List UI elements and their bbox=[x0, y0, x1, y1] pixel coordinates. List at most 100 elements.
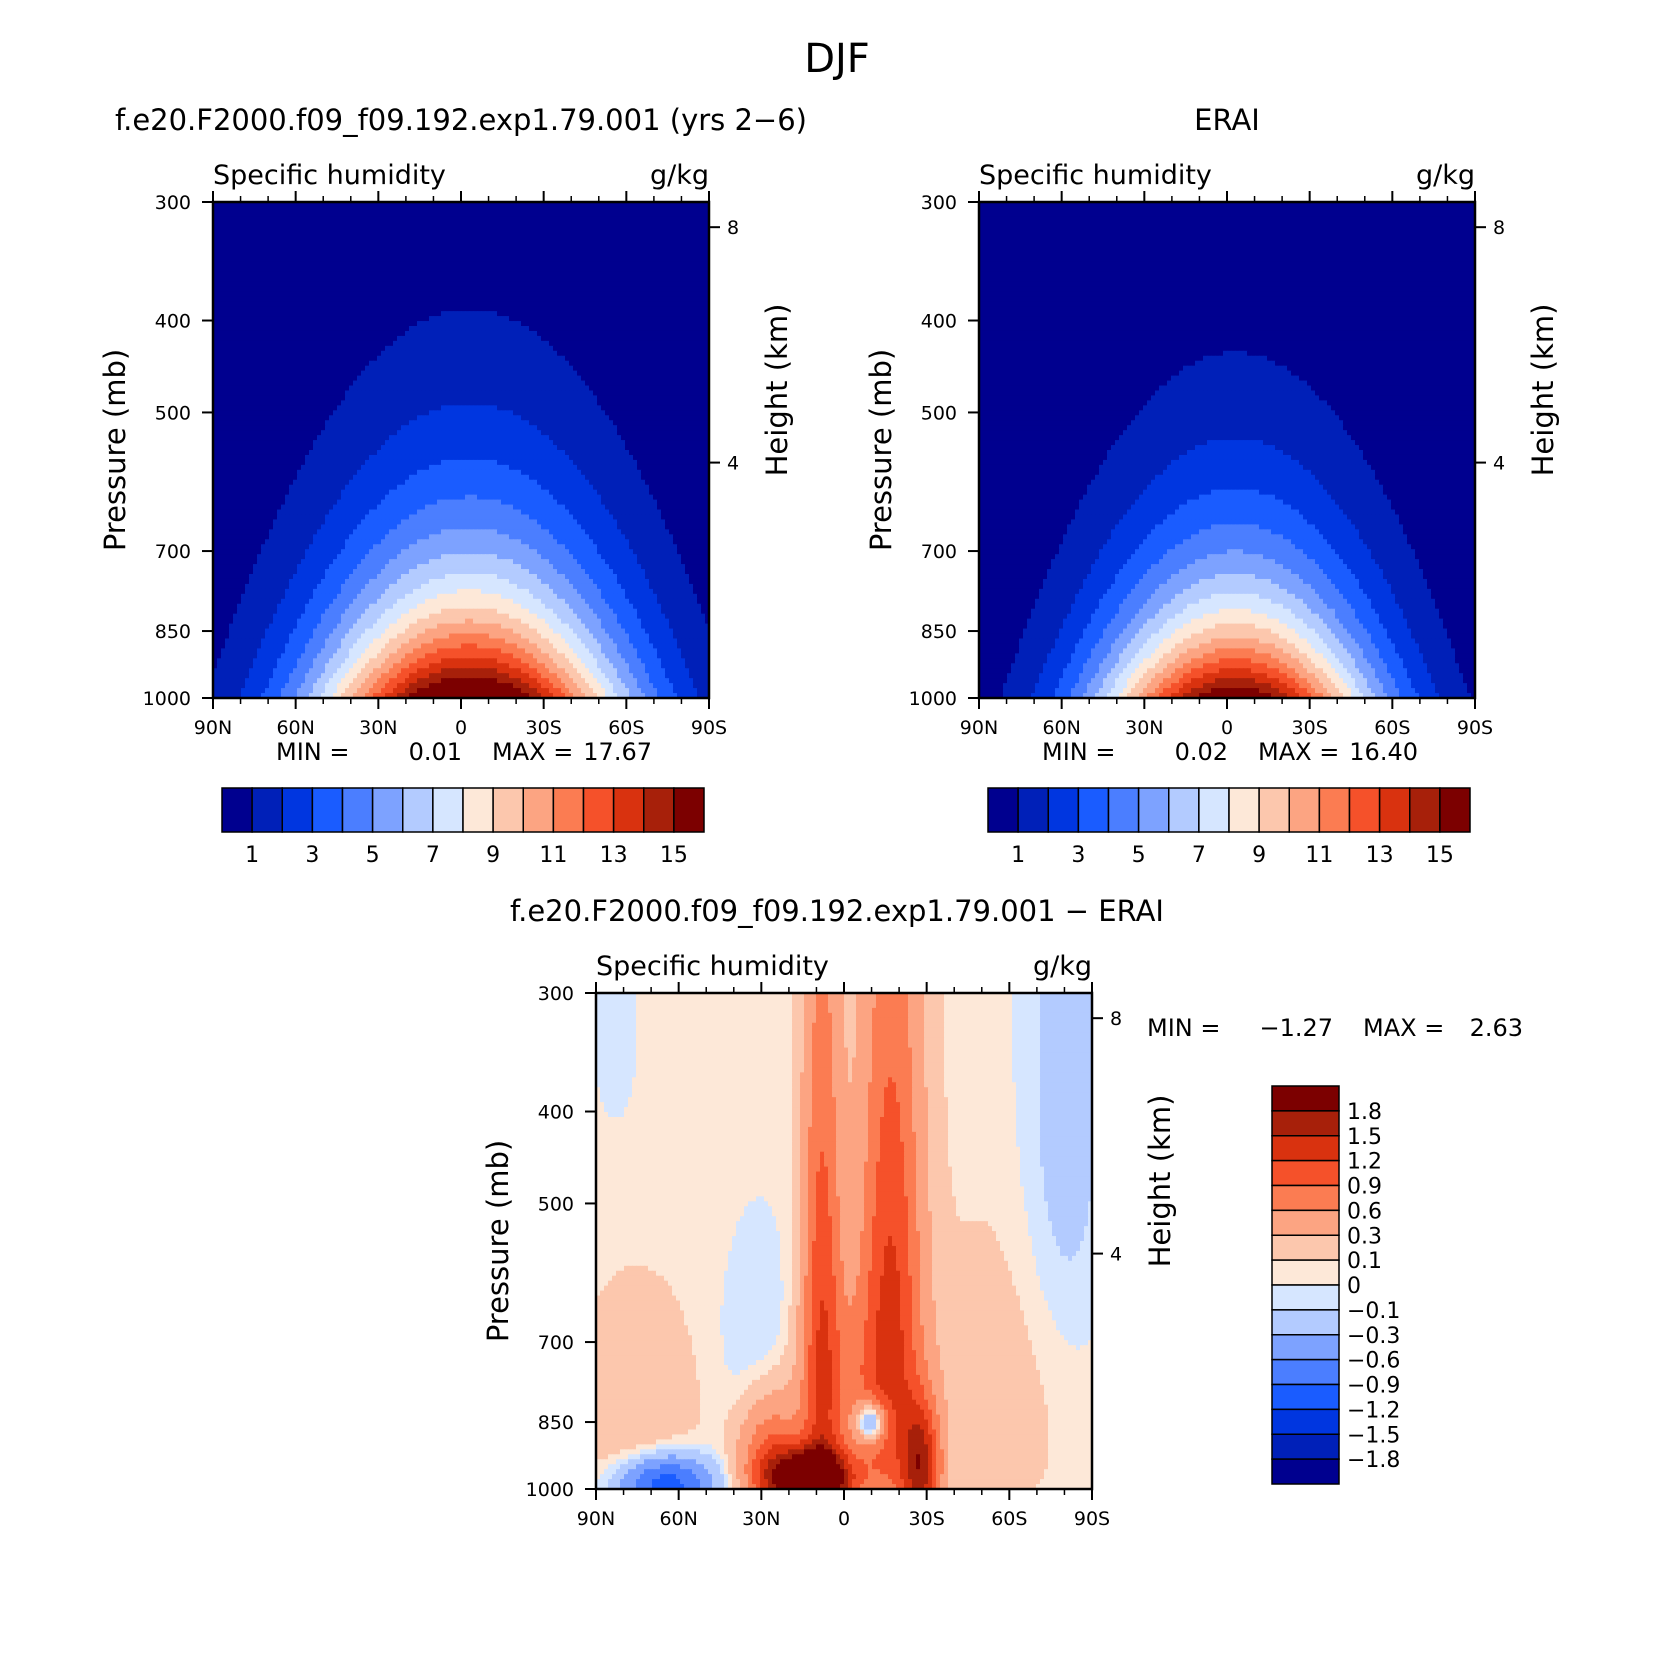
field-cell bbox=[237, 237, 242, 243]
field-cell bbox=[681, 366, 686, 372]
field-cell bbox=[545, 296, 550, 302]
field-cell bbox=[501, 276, 506, 282]
field-cell bbox=[493, 252, 498, 258]
field-cell bbox=[309, 276, 314, 282]
field-cell bbox=[417, 262, 422, 268]
field-cell bbox=[281, 207, 286, 213]
field-cell bbox=[417, 341, 422, 347]
field-cell bbox=[441, 227, 446, 233]
field-cell bbox=[393, 381, 398, 387]
field-cell bbox=[497, 331, 502, 337]
field-cell bbox=[481, 336, 486, 342]
field-cell bbox=[593, 381, 598, 387]
field-cell bbox=[669, 331, 674, 337]
field-cell bbox=[477, 242, 482, 248]
field-cell bbox=[689, 257, 694, 263]
field-cell bbox=[529, 207, 534, 213]
field-cell bbox=[469, 266, 474, 272]
field-cell bbox=[289, 291, 294, 297]
field-cell bbox=[549, 212, 554, 218]
field-cell bbox=[569, 266, 574, 272]
field-cell bbox=[281, 331, 286, 337]
field-cell bbox=[273, 257, 278, 263]
field-cell bbox=[293, 341, 298, 347]
field-cell bbox=[693, 376, 698, 382]
field-cell bbox=[569, 207, 574, 213]
field-cell bbox=[685, 276, 690, 282]
field-cell bbox=[545, 237, 550, 243]
field-cell bbox=[645, 262, 650, 268]
field-cell bbox=[561, 390, 566, 396]
field-cell bbox=[365, 301, 370, 307]
field-cell bbox=[605, 271, 610, 277]
field-cell bbox=[621, 371, 626, 377]
field-cell bbox=[541, 351, 546, 357]
field-cell bbox=[477, 217, 482, 223]
field-cell bbox=[529, 217, 534, 223]
field-cell bbox=[617, 237, 622, 243]
field-cell bbox=[273, 316, 278, 322]
field-cell bbox=[549, 376, 554, 382]
field-cell bbox=[433, 361, 438, 367]
field-cell bbox=[633, 271, 638, 277]
field-cell bbox=[665, 346, 670, 352]
field-cell bbox=[537, 395, 542, 401]
field-cell bbox=[381, 306, 386, 312]
field-cell bbox=[313, 296, 318, 302]
field-cell bbox=[661, 386, 666, 392]
field-cell bbox=[377, 376, 382, 382]
field-cell bbox=[277, 227, 282, 233]
field-cell bbox=[329, 371, 334, 377]
field-cell bbox=[241, 400, 246, 406]
field-cell bbox=[313, 276, 318, 282]
field-cell bbox=[493, 212, 498, 218]
field-cell bbox=[369, 207, 374, 213]
field-cell bbox=[653, 296, 658, 302]
field-cell bbox=[653, 386, 658, 392]
field-cell bbox=[361, 321, 366, 327]
field-cell bbox=[277, 301, 282, 307]
field-cell bbox=[505, 207, 510, 213]
field-cell bbox=[689, 341, 694, 347]
field-cell bbox=[277, 281, 282, 287]
field-cell bbox=[569, 371, 574, 377]
field-cell bbox=[641, 281, 646, 287]
field-cell bbox=[657, 271, 662, 277]
field-cell bbox=[369, 262, 374, 268]
field-cell bbox=[297, 266, 302, 272]
field-cell bbox=[581, 222, 586, 228]
field-cell bbox=[565, 321, 570, 327]
field-cell bbox=[521, 395, 526, 401]
field-cell bbox=[229, 286, 234, 292]
field-cell bbox=[545, 247, 550, 253]
field-cell bbox=[429, 232, 434, 238]
field-cell bbox=[281, 386, 286, 392]
field-cell bbox=[493, 266, 498, 272]
field-cell bbox=[585, 212, 590, 218]
field-cell bbox=[501, 341, 506, 347]
field-cell bbox=[489, 281, 494, 287]
field-cell bbox=[645, 291, 650, 297]
field-cell bbox=[377, 356, 382, 362]
field-cell bbox=[273, 381, 278, 387]
field-cell bbox=[525, 371, 530, 377]
field-cell bbox=[301, 291, 306, 297]
field-cell bbox=[593, 395, 598, 401]
field-cell bbox=[449, 217, 454, 223]
field-cell bbox=[253, 341, 258, 347]
field-cell bbox=[453, 336, 458, 342]
field-cell bbox=[521, 306, 526, 312]
field-cell bbox=[469, 356, 474, 362]
field-cell bbox=[697, 286, 702, 292]
field-cell bbox=[601, 266, 606, 272]
field-cell bbox=[605, 296, 610, 302]
field-cell bbox=[377, 227, 382, 233]
field-cell bbox=[233, 386, 238, 392]
field-cell bbox=[605, 381, 610, 387]
field-cell bbox=[649, 276, 654, 282]
field-cell bbox=[217, 257, 222, 263]
field-cell bbox=[481, 247, 486, 253]
field-cell bbox=[485, 336, 490, 342]
field-cell bbox=[405, 301, 410, 307]
field-cell bbox=[693, 286, 698, 292]
